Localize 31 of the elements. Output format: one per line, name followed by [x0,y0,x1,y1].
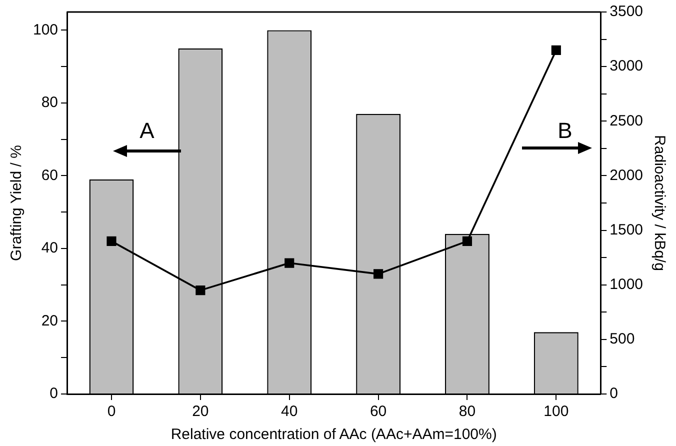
y2-tick-label: 500 [610,330,635,348]
point [551,45,561,55]
y2-tick-label: 2000 [610,166,644,184]
y2-tick-label: 2500 [610,112,644,130]
y-tick-label: 80 [41,94,58,112]
y-tick-label: 100 [32,21,58,38]
point [196,286,206,296]
point [462,236,472,246]
y2-tick-label: 1000 [610,276,644,293]
point [374,269,384,279]
y-tick-label: 40 [41,240,58,257]
x-tick-label: 60 [370,403,387,420]
y2-tick-label: 1500 [610,221,644,238]
point [284,258,294,268]
x-tick-label: 40 [281,403,298,420]
x-tick-label: 80 [458,403,476,420]
y2-tick-label: 0 [610,385,618,402]
y-tick-label: 20 [41,312,58,330]
point [106,236,116,246]
x-axis-title: Relative concentration of AAc (AAc+AAm=100%) [170,426,497,444]
annotation: A [140,118,155,143]
y2-tick-label: 3500 [610,3,644,20]
x-tick-label: 20 [192,403,209,420]
y-axis-title: Grafting Yield / % [8,145,26,261]
y-tick-label: 0 [50,385,58,402]
x-tick-label: 0 [107,403,116,420]
y2-axis-title: Radioactivity / kBq/g [650,135,668,271]
annotation: B [558,118,572,143]
y2-tick-label: 3000 [610,58,644,75]
x-tick-label: 100 [544,403,569,420]
y-tick-label: 60 [41,166,58,184]
